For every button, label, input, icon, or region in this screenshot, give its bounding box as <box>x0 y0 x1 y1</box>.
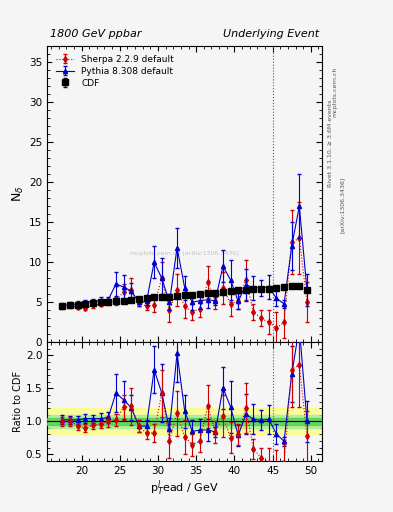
Text: [arXiv:1306.3436]: [arXiv:1306.3436] <box>340 177 345 233</box>
Text: 1800 GeV ppbar: 1800 GeV ppbar <box>50 29 141 39</box>
Y-axis label: N$_{\delta}$: N$_{\delta}$ <box>11 186 26 202</box>
Text: mcplots.cern.ch [arXiv:1306.3436]: mcplots.cern.ch [arXiv:1306.3436] <box>130 251 239 256</box>
Y-axis label: Ratio to CDF: Ratio to CDF <box>13 371 23 432</box>
Legend: Sherpa 2.2.9 default, Pythia 8.308 default, CDF: Sherpa 2.2.9 default, Pythia 8.308 defau… <box>51 51 179 92</box>
Bar <box>47 415 322 428</box>
X-axis label: p$_T^{l}$ead / GeV: p$_T^{l}$ead / GeV <box>151 478 219 498</box>
Text: Underlying Event: Underlying Event <box>223 29 320 39</box>
Bar <box>47 408 322 435</box>
Text: mcplots.cern.ch: mcplots.cern.ch <box>332 67 337 117</box>
Bar <box>47 418 322 424</box>
Text: Rivet 3.1.10, ≥ 3.6M events: Rivet 3.1.10, ≥ 3.6M events <box>328 100 333 187</box>
